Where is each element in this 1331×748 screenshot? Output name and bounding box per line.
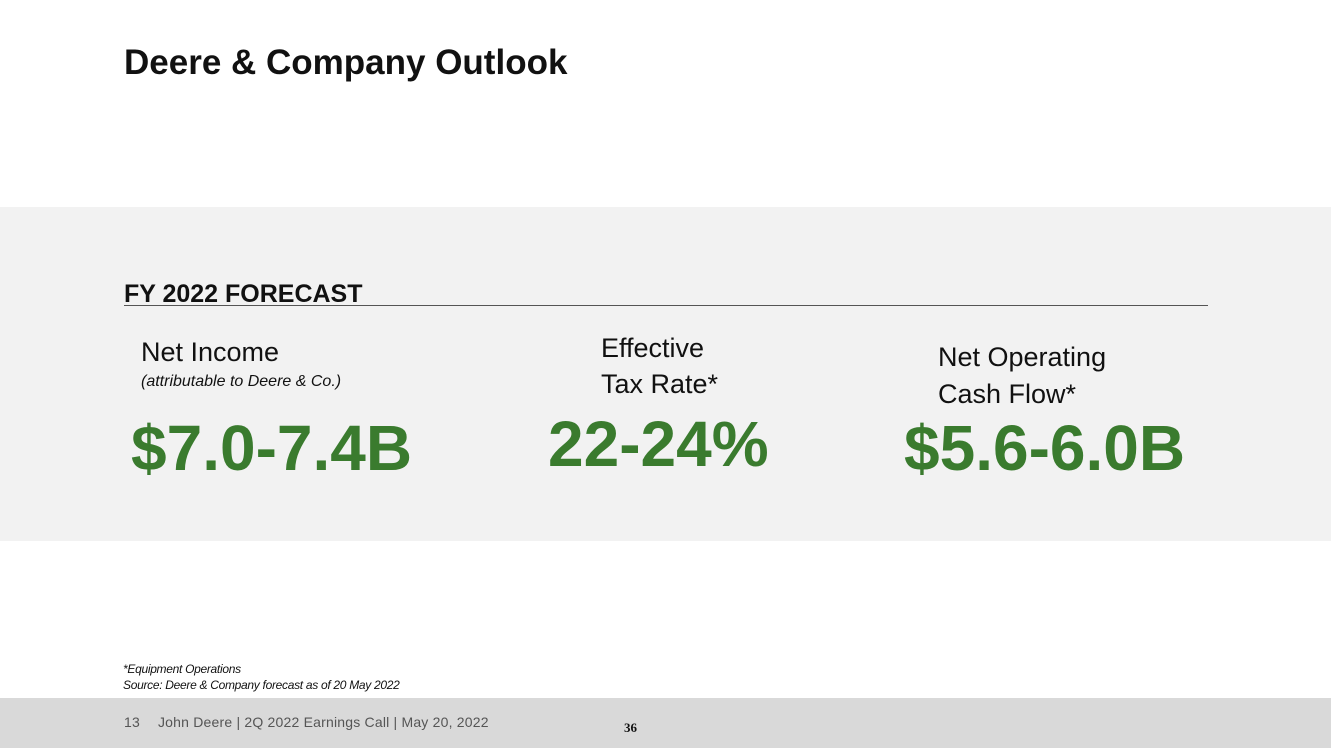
slide-title: Deere & Company Outlook: [124, 43, 568, 82]
forecast-heading-rule: [124, 305, 1208, 306]
forecast-heading: FY 2022 FORECAST: [124, 280, 363, 308]
tax-rate-value: 22-24%: [548, 408, 769, 480]
tax-rate-label-line2: Tax Rate*: [601, 369, 719, 399]
footnote-source: Source: Deere & Company forecast as of 2…: [123, 678, 400, 692]
footnote-equipment-operations: *Equipment Operations: [123, 662, 241, 676]
footer-text: 13 John Deere | 2Q 2022 Earnings Call | M…: [124, 713, 489, 731]
cash-flow-value: $5.6-6.0B: [904, 412, 1186, 484]
page-number: 36: [624, 720, 637, 735]
cash-flow-label-line2: Cash Flow*: [938, 379, 1077, 409]
footer-bar: [0, 698, 1331, 748]
tax-rate-label-line1: Effective: [601, 333, 705, 363]
footer-slide-number: 13: [124, 714, 140, 730]
net-income-value: $7.0-7.4B: [131, 412, 413, 484]
net-income-sublabel: (attributable to Deere & Co.): [141, 373, 342, 390]
forecast-panel: [0, 207, 1331, 541]
footnotes: *Equipment Operations Source: Deere & Co…: [123, 661, 400, 693]
net-income-label: Net Income: [141, 337, 280, 367]
cash-flow-label-line1: Net Operating: [938, 342, 1107, 372]
footer-caption: John Deere | 2Q 2022 Earnings Call | May…: [157, 714, 489, 730]
